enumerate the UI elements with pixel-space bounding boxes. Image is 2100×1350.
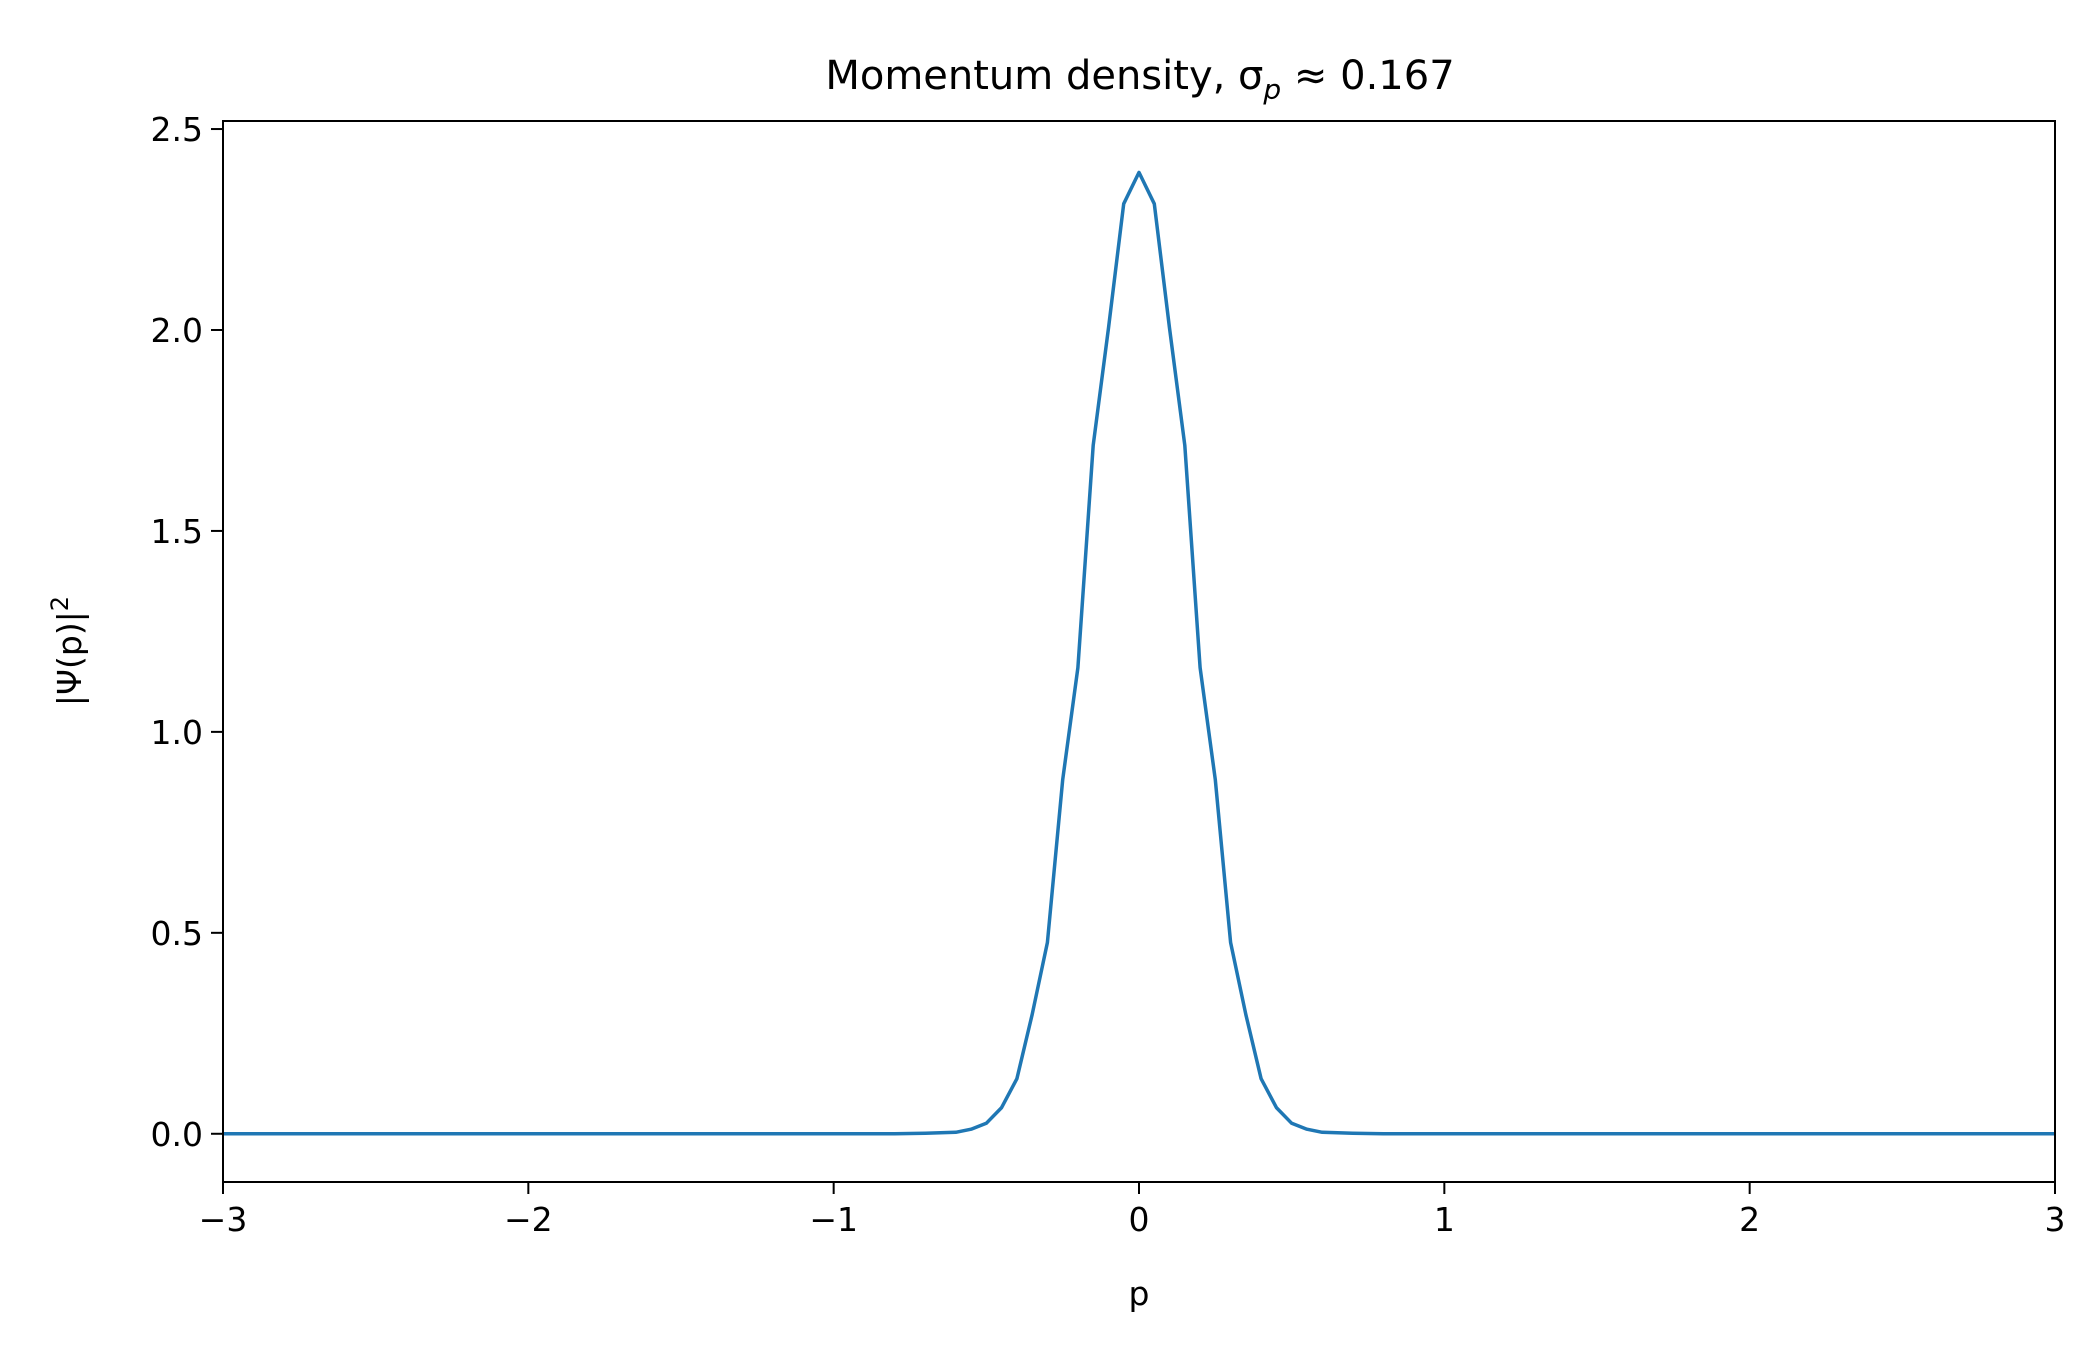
y-tick-label: 0.5 — [151, 914, 203, 953]
x-tick-label: 2 — [1739, 1200, 1760, 1239]
series-line-0 — [223, 170, 2055, 1136]
x-axis-label: p — [1129, 1274, 1150, 1313]
y-tick-label: 1.0 — [151, 713, 203, 752]
y-tick-label: 0.0 — [151, 1115, 203, 1154]
chart-title: Momentum density, σp ≈ 0.167 — [825, 53, 1454, 106]
x-tick-label: 0 — [1129, 1200, 1150, 1239]
y-axis-label: |Ψ(p)|2 — [46, 596, 89, 706]
x-tick-label: 3 — [2045, 1200, 2066, 1239]
x-tick-label: −1 — [809, 1200, 858, 1239]
x-tick-label: −3 — [199, 1200, 248, 1239]
y-axis: 0.0 0.5 1.0 1.5 2.0 2.5 — [151, 110, 223, 1154]
x-tick-label: −2 — [504, 1200, 553, 1239]
y-tick-label: 2.0 — [151, 311, 203, 350]
x-axis: −3 −2 −1 0 1 2 3 — [199, 1182, 2066, 1239]
y-tick-label: 2.5 — [151, 110, 203, 149]
x-tick-label: 1 — [1434, 1200, 1455, 1239]
y-tick-label: 1.5 — [151, 512, 203, 551]
plot-area — [223, 170, 2055, 1136]
